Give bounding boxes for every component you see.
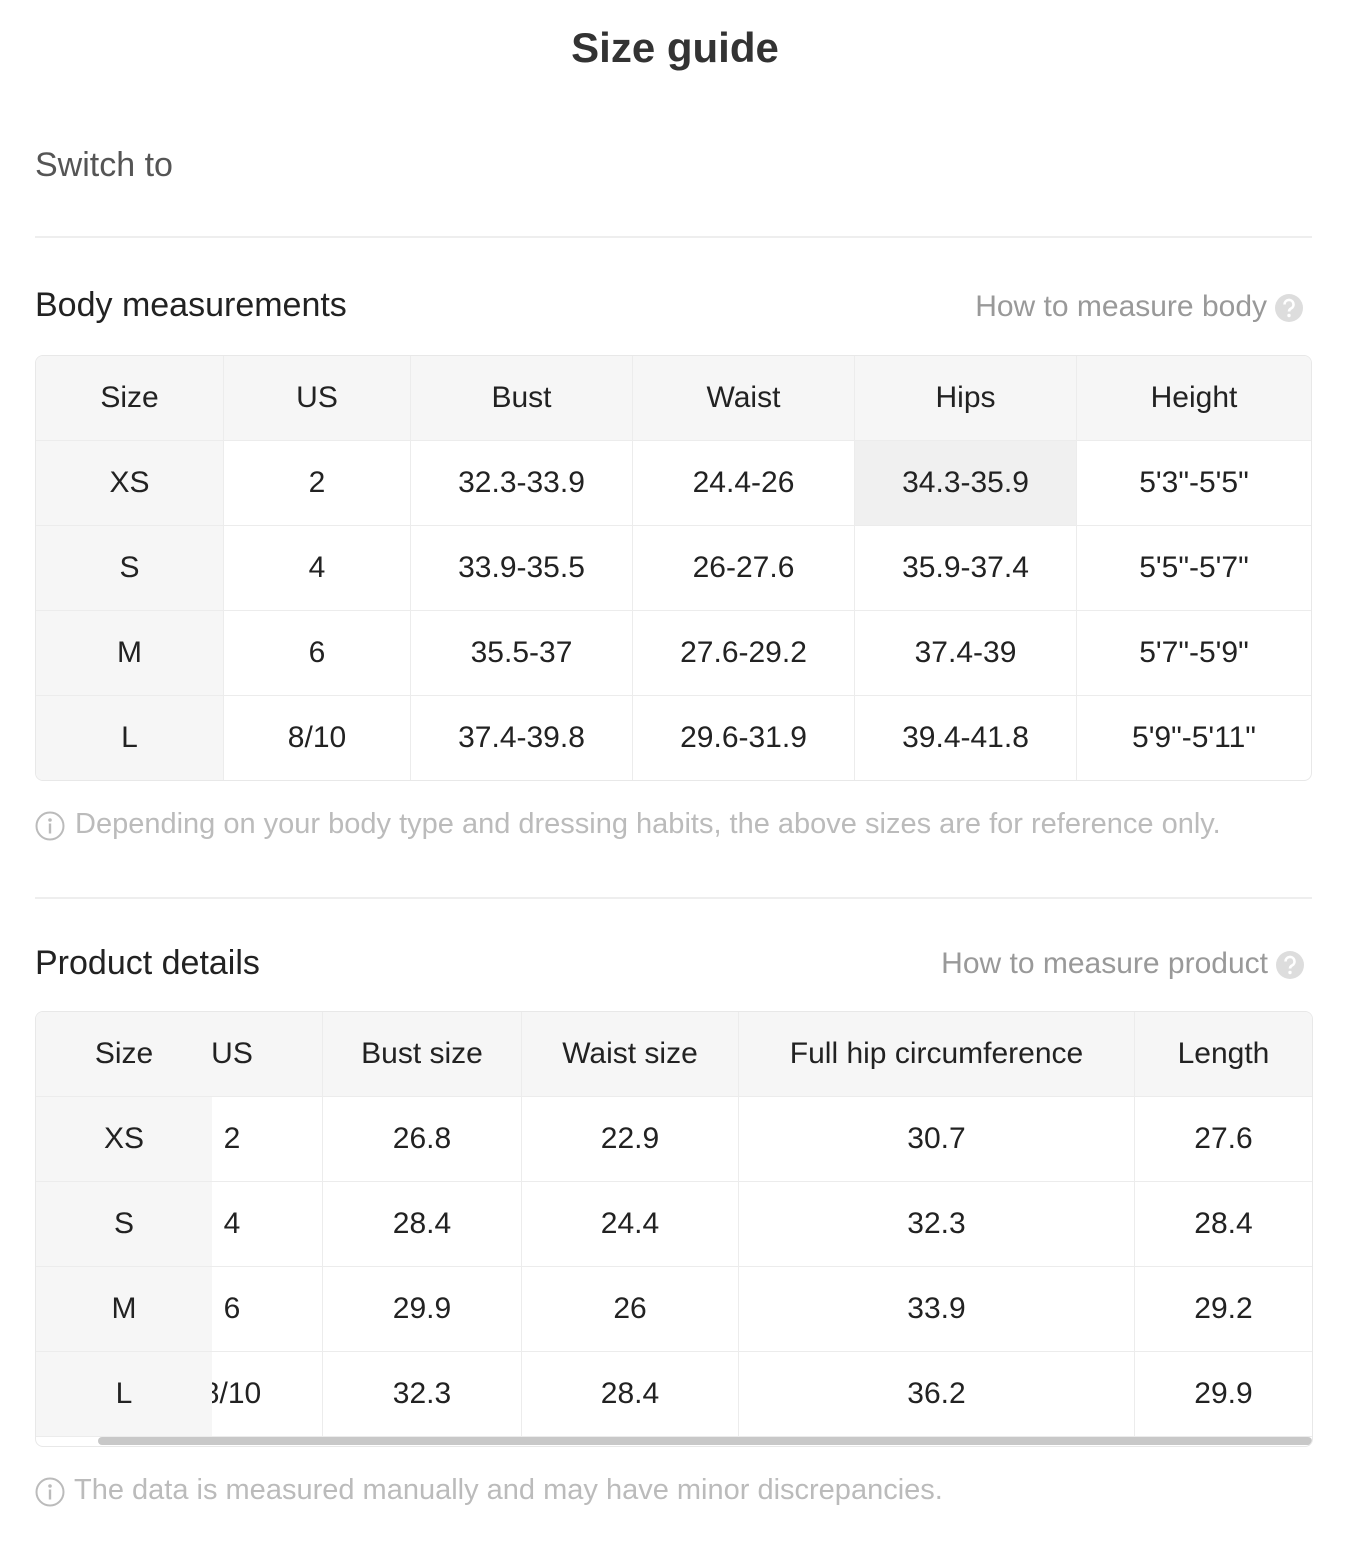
table-cell: 28.4: [323, 1182, 522, 1267]
table-cell: 2: [224, 441, 411, 526]
divider: [35, 897, 1312, 899]
help-link[interactable]: How to measure body: [975, 290, 1267, 323]
table-cell: 29.9: [323, 1267, 522, 1352]
body-table: US 2 4 6 8/10 Bust 32.3-33.9 33.9-35.5 35.5-37 37…: [35, 355, 1312, 781]
table-cell: 33.9-35.5: [411, 526, 633, 611]
table-cell: 5'7"-5'9": [1077, 611, 1311, 696]
scrollbar[interactable]: [98, 1437, 1312, 1445]
table-cell: XS: [36, 1097, 212, 1182]
column-header: Bust: [411, 356, 633, 441]
table-cell: 37.4-39: [855, 611, 1077, 696]
table-cell: 28.4: [522, 1352, 739, 1437]
table-cell: 4: [224, 526, 411, 611]
table-cell: 29.2: [1135, 1267, 1312, 1352]
table-cell: 24.4-26: [633, 441, 855, 526]
page-title: Size guide: [571, 24, 779, 71]
column-header: Size: [36, 356, 224, 441]
table-cell: 26.8: [323, 1097, 522, 1182]
table-cell: 5'3"-5'5": [1077, 441, 1311, 526]
table-cell: M: [36, 1267, 212, 1352]
info-icon: [35, 1477, 65, 1507]
column-header: Size: [36, 1012, 212, 1097]
help-icon[interactable]: [1274, 293, 1304, 323]
table-cell: 27.6: [1135, 1097, 1312, 1182]
column-header: Waist size: [522, 1012, 739, 1097]
table-cell: 6: [142, 1267, 323, 1352]
table-cell: S: [36, 526, 224, 611]
table-cell: 35.5-37: [411, 611, 633, 696]
table-cell: 34.3-35.9: [855, 441, 1077, 526]
column-header: Length: [1135, 1012, 1312, 1097]
column-header: Height: [1077, 356, 1311, 441]
table-cell: 32.3: [323, 1352, 522, 1437]
help-link[interactable]: How to measure product: [941, 947, 1268, 980]
table-cell: L: [36, 696, 224, 780]
table-cell: M: [36, 611, 224, 696]
table-cell: 2: [142, 1097, 323, 1182]
table-cell: S: [36, 1182, 212, 1267]
table-cell: 5'5"-5'7": [1077, 526, 1311, 611]
table-cell: 24.4: [522, 1182, 739, 1267]
table-cell: 8/10: [142, 1352, 323, 1437]
column-header: Full hip circumference: [739, 1012, 1135, 1097]
table-cell: 32.3-33.9: [411, 441, 633, 526]
column-header: Bust size: [323, 1012, 522, 1097]
section-title: Body measurements: [35, 286, 347, 324]
note: The data is measured manually and may ha…: [74, 1474, 943, 1506]
table-cell: 26-27.6: [633, 526, 855, 611]
table-cell: 29.9: [1135, 1352, 1312, 1437]
table-cell: 35.9-37.4: [855, 526, 1077, 611]
table-cell: 28.4: [1135, 1182, 1312, 1267]
info-icon: [35, 811, 65, 841]
note: Depending on your body type and dressing…: [75, 808, 1221, 840]
table-cell: 30.7: [739, 1097, 1135, 1182]
column-header: US: [224, 356, 411, 441]
table-cell: 8/10: [224, 696, 411, 780]
help-icon[interactable]: [1275, 950, 1305, 980]
table-cell: 39.4-41.8: [855, 696, 1077, 780]
table-cell: 26: [522, 1267, 739, 1352]
table-cell: 27.6-29.2: [633, 611, 855, 696]
divider: [35, 236, 1312, 238]
table-cell: 5'9"-5'11": [1077, 696, 1311, 780]
table-cell: XS: [36, 441, 224, 526]
table-cell: 37.4-39.8: [411, 696, 633, 780]
switch-label: Switch to: [35, 146, 173, 184]
table-cell: L: [36, 1352, 212, 1437]
table-cell: 29.6-31.9: [633, 696, 855, 780]
column-header: Waist: [633, 356, 855, 441]
table-cell: 6: [224, 611, 411, 696]
product-table: US 2 4 6 8/10 Bust size 26.8 28.4 29.9 32.3 Waist …: [35, 1011, 1313, 1447]
table-cell: 36.2: [739, 1352, 1135, 1437]
column-header: Hips: [855, 356, 1077, 441]
section-title: Product details: [35, 944, 260, 982]
table-cell: 4: [142, 1182, 323, 1267]
table-cell: 33.9: [739, 1267, 1135, 1352]
table-cell: 32.3: [739, 1182, 1135, 1267]
table-cell: 22.9: [522, 1097, 739, 1182]
